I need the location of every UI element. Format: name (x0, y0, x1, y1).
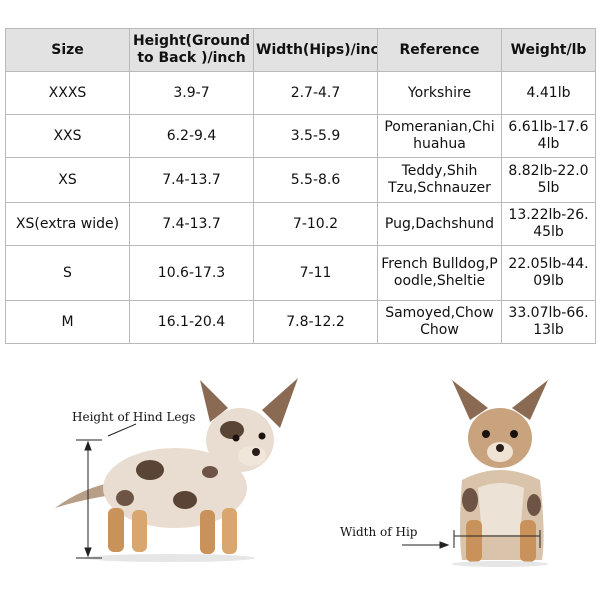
table-row: M 16.1-20.4 7.8-12.2 Samoyed,Chow Chow 3… (5, 300, 596, 344)
cell-width: 5.5-8.6 (253, 157, 378, 203)
cell-weight: 6.61lb-17.64lb (501, 114, 596, 158)
header-reference: Reference (377, 28, 502, 72)
cell-reference: French Bulldog,Poodle,Sheltie (377, 245, 502, 301)
cell-reference: Pug,Dachshund (377, 202, 502, 246)
table-row: S 10.6-17.3 7-11 French Bulldog,Poodle,S… (5, 245, 596, 301)
header-width: Width(Hips)/inch (253, 28, 378, 72)
cell-height: 16.1-20.4 (129, 300, 254, 344)
table-header-row: Size Height(Ground to Back )/inch Width(… (5, 28, 596, 72)
cell-width: 3.5-5.9 (253, 114, 378, 158)
dog-illustrations (55, 378, 548, 567)
cell-weight: 13.22lb-26.45lb (501, 202, 596, 246)
header-weight: Weight/lb (501, 28, 596, 72)
cell-width: 7.8-12.2 (253, 300, 378, 344)
cell-size: S (5, 245, 130, 301)
cell-weight: 33.07lb-66.13lb (501, 300, 596, 344)
header-height: Height(Ground to Back )/inch (129, 28, 254, 72)
table-row: XS(extra wide) 7.4-13.7 7-10.2 Pug,Dachs… (5, 202, 596, 246)
table-row: XS 7.4-13.7 5.5-8.6 Teddy,Shih Tzu,Schna… (5, 157, 596, 203)
cell-width: 7-10.2 (253, 202, 378, 246)
front-view-dog-image (452, 380, 548, 567)
cell-reference: Teddy,Shih Tzu,Schnauzer (377, 157, 502, 203)
cell-size: XXS (5, 114, 130, 158)
cell-reference: Pomeranian,Chihuahua (377, 114, 502, 158)
measurement-illustration: Height of Hind Legs Width of Hip (0, 360, 600, 600)
cell-weight: 8.82lb-22.05lb (501, 157, 596, 203)
cell-height: 7.4-13.7 (129, 157, 254, 203)
cell-size: XS(extra wide) (5, 202, 130, 246)
cell-size: XXXS (5, 71, 130, 115)
hip-width-arrow (402, 530, 541, 549)
cell-weight: 4.41lb (501, 71, 596, 115)
hip-width-label: Width of Hip (340, 525, 418, 539)
cell-height: 10.6-17.3 (129, 245, 254, 301)
size-chart-table: Size Height(Ground to Back )/inch Width(… (5, 28, 596, 344)
cell-width: 7-11 (253, 245, 378, 301)
cell-height: 6.2-9.4 (129, 114, 254, 158)
cell-reference: Yorkshire (377, 71, 502, 115)
hind-leg-height-arrow (76, 423, 137, 559)
table-row: XXS 6.2-9.4 3.5-5.9 Pomeranian,Chihuahua… (5, 114, 596, 158)
cell-width: 2.7-4.7 (253, 71, 378, 115)
hind-legs-height-label: Height of Hind Legs (72, 410, 196, 424)
cell-height: 3.9-7 (129, 71, 254, 115)
side-view-dog-image (55, 378, 298, 562)
cell-size: XS (5, 157, 130, 203)
header-size: Size (5, 28, 130, 72)
cell-size: M (5, 300, 130, 344)
cell-weight: 22.05lb-44.09lb (501, 245, 596, 301)
cell-height: 7.4-13.7 (129, 202, 254, 246)
cell-reference: Samoyed,Chow Chow (377, 300, 502, 344)
table-row: XXXS 3.9-7 2.7-4.7 Yorkshire 4.41lb (5, 71, 596, 115)
